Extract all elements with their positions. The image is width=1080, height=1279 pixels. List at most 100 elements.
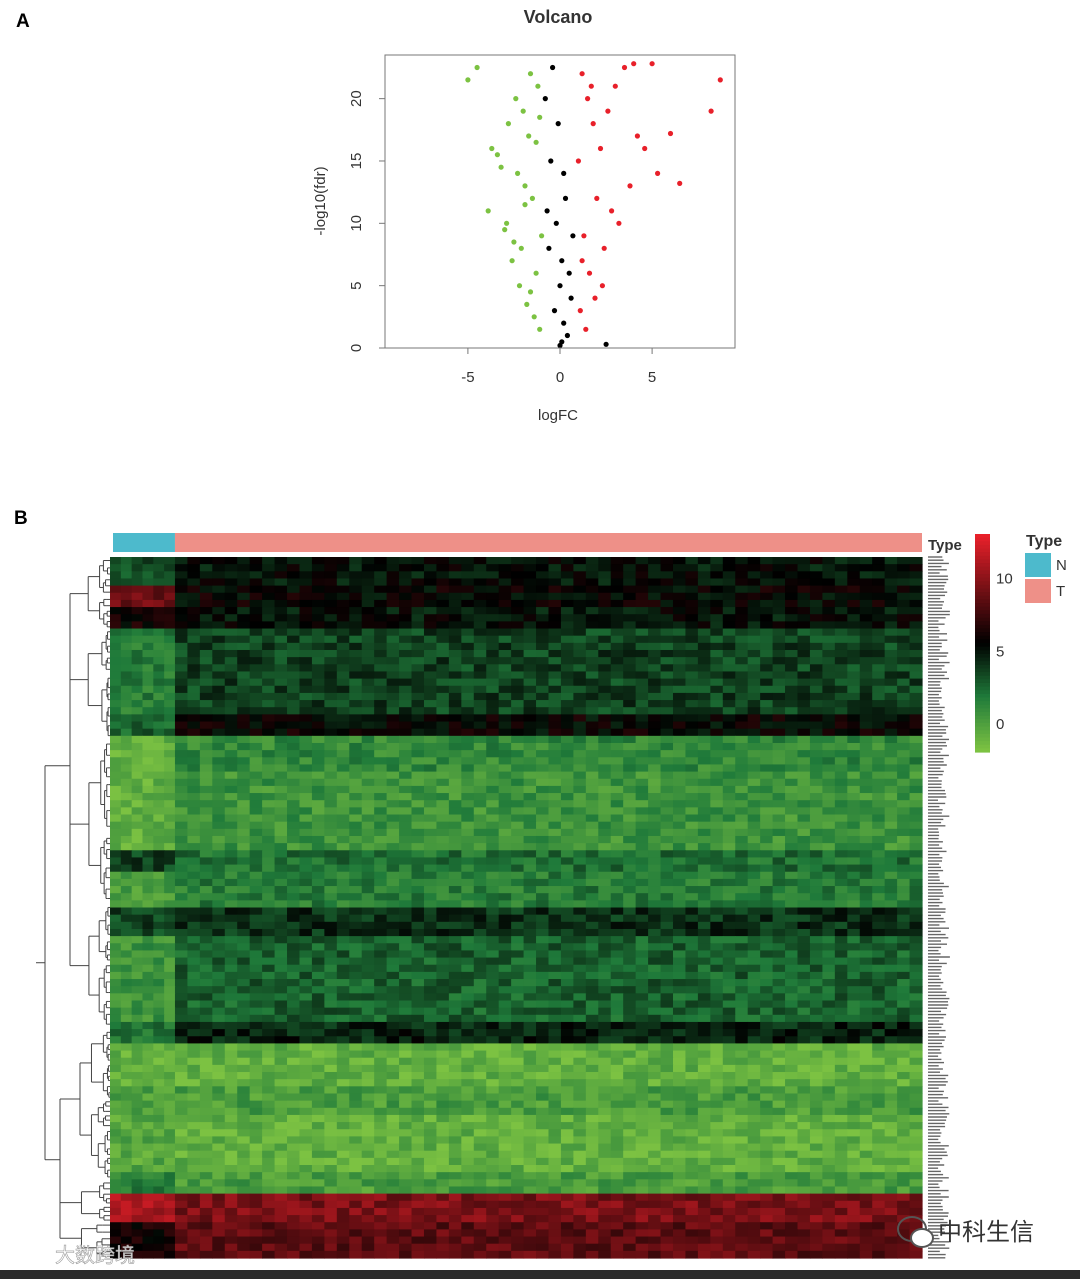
heatmap-cell-t	[822, 585, 836, 594]
heatmap-cell-t	[897, 707, 911, 715]
heatmap-cell-t	[399, 700, 413, 708]
heatmap-cell-t	[685, 707, 699, 715]
heatmap-cell-t	[672, 936, 687, 944]
heatmap-cell-t	[311, 1021, 325, 1030]
heatmap-cell-t	[772, 621, 786, 630]
heatmap-cell-t	[349, 664, 363, 673]
heatmap-cell-t	[461, 671, 475, 680]
heatmap-cell-t	[573, 993, 587, 1002]
heatmap-cell-t	[249, 1014, 263, 1023]
heatmap-cell-t	[212, 957, 226, 966]
heatmap-cell-t	[523, 971, 537, 980]
heatmap-cell-t	[411, 621, 425, 630]
heatmap-cell-t	[710, 828, 724, 837]
heatmap-cell-t	[224, 928, 238, 937]
heatmap-cell-t	[324, 886, 338, 894]
heatmap-cell-t	[486, 757, 500, 766]
heatmap-cell-t	[548, 635, 562, 644]
heatmap-cell-t	[299, 1021, 313, 1030]
heatmap-cell-t	[772, 828, 786, 837]
heatmap-cell-t	[224, 878, 238, 887]
heatmap-cell-t	[785, 728, 799, 737]
heatmap-cell-t	[897, 1007, 911, 1016]
heatmap-cell-t	[523, 735, 537, 744]
heatmap-cell-t	[361, 592, 375, 601]
heatmap-cell-t	[834, 649, 848, 658]
heatmap-cell-t	[349, 793, 363, 801]
heatmap-cell-t	[374, 1007, 388, 1016]
heatmap-cell-t	[287, 764, 301, 773]
heatmap-cell-t	[648, 807, 662, 816]
heatmap-cell-t	[834, 993, 848, 1002]
heatmap-cell-t	[374, 649, 388, 658]
heatmap-cell-t	[349, 928, 363, 937]
heatmap-cell-t	[735, 793, 749, 801]
heatmap-cell-t	[536, 807, 550, 816]
heatmap-cell-t	[760, 728, 774, 737]
heatmap-cell-t	[511, 936, 525, 944]
heatmap-cell-t	[797, 936, 811, 944]
heatmap-cell-n	[110, 1029, 122, 1037]
heatmap-cell-t	[859, 857, 873, 866]
heatmap-cell-t	[859, 843, 873, 851]
heatmap-cell-t	[822, 742, 836, 751]
heatmap-cell-t	[411, 936, 425, 944]
heatmap-cell-t	[374, 850, 388, 859]
heatmap-cell-t	[448, 850, 462, 859]
heatmap-cell-t	[760, 864, 774, 873]
heatmap-cell-t	[872, 857, 886, 866]
heatmap-cell-t	[237, 871, 251, 880]
heatmap-cell-t	[311, 735, 325, 744]
heatmap-cell-t	[436, 664, 450, 673]
heatmap-cell-t	[299, 893, 313, 901]
heatmap-cell-t	[822, 1029, 836, 1037]
heatmap-cell-t	[685, 971, 699, 980]
heatmap-cell-t	[174, 742, 189, 751]
heatmap-cell-t	[809, 585, 823, 594]
heatmap-cell-t	[287, 599, 301, 608]
heatmap-cell-t	[386, 957, 400, 966]
heatmap-cell-t	[648, 642, 662, 651]
heatmap-cell-t	[722, 878, 736, 887]
heatmap-cell-t	[224, 986, 238, 994]
heatmap-cell-t	[361, 685, 375, 694]
heatmap-cell-t	[859, 1021, 873, 1030]
heatmap-cell-t	[423, 599, 438, 608]
heatmap-cell-n	[164, 793, 176, 801]
heatmap-cell-n	[164, 635, 176, 644]
heatmap-cell-t	[797, 1000, 811, 1009]
heatmap-cell-t	[448, 793, 462, 801]
heatmap-cell-t	[287, 964, 301, 973]
heatmap-cell-t	[884, 628, 898, 637]
heatmap-cell-n	[131, 971, 144, 980]
heatmap-cell-t	[311, 878, 325, 887]
heatmap-cell-t	[909, 735, 923, 744]
heatmap-cell-t	[672, 692, 687, 701]
heatmap-cell-n	[110, 864, 122, 873]
heatmap-cell-t	[573, 871, 587, 880]
heatmap-cell-t	[897, 642, 911, 651]
heatmap-cell-n	[110, 585, 122, 594]
heatmap-cell-t	[386, 599, 400, 608]
heatmap-cell-t	[299, 599, 313, 608]
heatmap-cell-t	[436, 979, 450, 987]
heatmap-cell-n	[110, 921, 122, 930]
heatmap-cell-t	[884, 764, 898, 773]
heatmap-cell-t	[909, 635, 923, 644]
heatmap-cell-n	[131, 649, 144, 658]
heatmap-cell-t	[336, 914, 350, 923]
heatmap-cell-t	[436, 1029, 450, 1037]
heatmap-cell-t	[336, 835, 350, 844]
heatmap-cell-t	[747, 950, 761, 959]
heatmap-cell-n	[153, 943, 165, 952]
heatmap-cell-t	[672, 864, 687, 873]
volcano-point-down	[527, 289, 534, 295]
heatmap-cell-n	[164, 835, 176, 844]
heatmap-cell-t	[623, 1000, 637, 1009]
heatmap-cell-t	[859, 993, 873, 1002]
heatmap-cell-t	[374, 950, 388, 959]
heatmap-cell-t	[672, 685, 687, 694]
heatmap-cell-t	[772, 564, 786, 572]
heatmap-cell-n	[153, 735, 165, 744]
heatmap-cell-t	[374, 921, 388, 930]
